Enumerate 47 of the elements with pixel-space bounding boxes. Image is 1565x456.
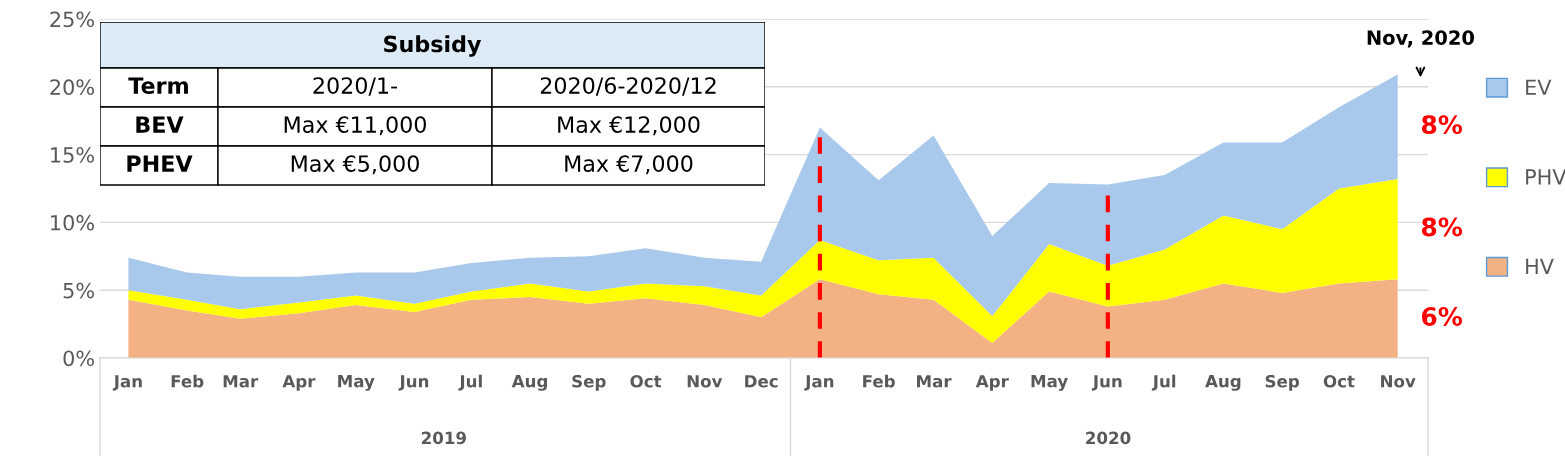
y-tick-label: 25% — [50, 11, 94, 28]
x-tick-label: Jun — [1091, 375, 1122, 391]
y-tick-label: 20% — [50, 79, 94, 96]
x-tick-label: May — [338, 375, 375, 391]
x-tick-label: Jul — [458, 374, 482, 391]
x-tick-label: Oct — [1323, 374, 1355, 388]
annotation: 8% — [1421, 115, 1463, 135]
x-tick-label: Feb — [171, 374, 204, 388]
annotation: Max €12,000 — [558, 116, 700, 136]
annotation: Nov, 2020 — [1367, 30, 1474, 48]
x-tick-label: Feb — [863, 374, 895, 388]
x-tick-label: Oct — [630, 374, 662, 388]
x-tick-label: Nov — [1381, 375, 1416, 388]
annotation: Term — [128, 77, 188, 94]
x-tick-label: Mar — [223, 375, 259, 388]
x-tick-label: Apr — [282, 375, 316, 391]
annotation: 8% — [1421, 217, 1463, 237]
x-tick-label: Aug — [511, 375, 547, 391]
x-tick-label: Nov — [687, 375, 723, 388]
annotation: 2020/1- — [313, 77, 398, 96]
x-tick-label: May — [1031, 375, 1068, 391]
x-tick-label: Jul — [1151, 374, 1176, 391]
legend-label: EV — [1526, 79, 1552, 95]
x-tick-label: Sep — [1265, 374, 1299, 391]
legend-label: HV — [1526, 258, 1554, 274]
text: 2019 — [421, 431, 466, 445]
x-tick-label: Jan — [804, 375, 834, 391]
y-tick-label: 0% — [63, 350, 94, 367]
annotation: Max €7,000 — [565, 155, 693, 175]
x-tick-label: Jun — [398, 375, 429, 391]
annotation: PHEV — [127, 155, 193, 172]
annotation: BEV — [136, 116, 184, 133]
x-tick-label: Aug — [1205, 375, 1241, 391]
x-tick-label: Sep — [572, 374, 606, 391]
annotation: Subsidy — [384, 35, 482, 57]
text: 2020 — [1086, 431, 1131, 445]
annotation: Max €5,000 — [291, 155, 419, 175]
y-tick-label: 10% — [51, 214, 94, 231]
x-tick-label: Jan — [112, 375, 142, 391]
annotation: Max €11,000 — [284, 116, 426, 136]
y-tick-label: 5% — [63, 282, 94, 299]
x-tick-label: Apr — [975, 375, 1009, 391]
x-tick-label: Dec — [745, 375, 778, 388]
x-tick-label: Mar — [917, 375, 952, 388]
y-tick-label: 15% — [51, 147, 94, 163]
annotation: 6% — [1421, 307, 1463, 326]
annotation: 2020/6-2020/12 — [540, 77, 716, 96]
